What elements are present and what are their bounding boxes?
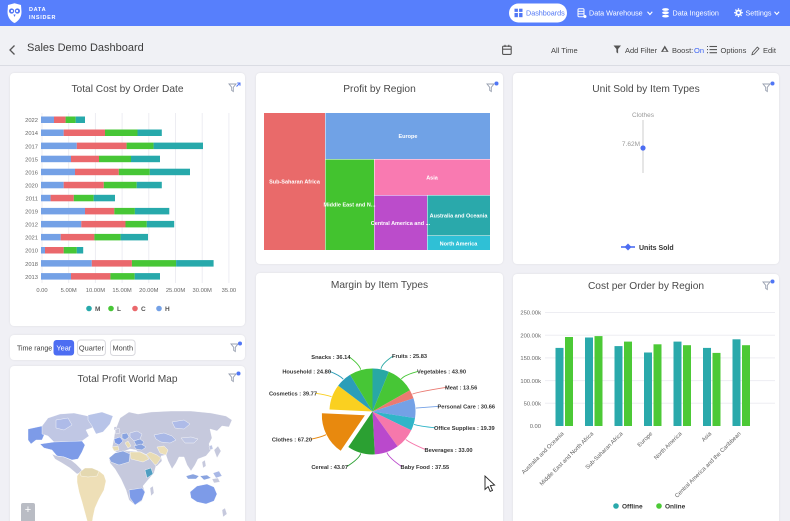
svg-text:2020: 2020	[25, 184, 38, 190]
svg-text:2013: 2013	[25, 275, 38, 281]
svg-text:Data Warehouse: Data Warehouse	[589, 9, 643, 18]
svg-text:Sales Demo Dashboard: Sales Demo Dashboard	[27, 42, 144, 54]
svg-text:250.00k: 250.00k	[520, 311, 541, 317]
svg-text:2016: 2016	[25, 170, 38, 176]
svg-text:100.00k: 100.00k	[520, 379, 541, 385]
svg-text:L: L	[117, 306, 121, 313]
svg-text:2019: 2019	[25, 210, 38, 216]
svg-text:Baby Food : 37.55: Baby Food : 37.55	[401, 465, 450, 471]
svg-text:2018: 2018	[25, 262, 38, 268]
svg-text:Asia: Asia	[426, 176, 439, 182]
svg-text:Data Ingestion: Data Ingestion	[673, 9, 719, 18]
svg-text:Year: Year	[56, 344, 71, 353]
svg-text:Online: Online	[665, 504, 686, 511]
svg-text:Dashboards: Dashboards	[526, 9, 565, 18]
svg-text:All Time: All Time	[551, 46, 578, 55]
svg-text:North America: North America	[440, 242, 479, 248]
svg-text:7.62M: 7.62M	[622, 141, 640, 148]
svg-text:50.00k: 50.00k	[524, 402, 542, 408]
svg-text:2011: 2011	[26, 197, 38, 203]
svg-text:2014: 2014	[25, 131, 39, 137]
svg-text:Offline: Offline	[622, 504, 643, 511]
svg-text:Cereal : 43.07: Cereal : 43.07	[311, 465, 348, 471]
svg-text:200.00k: 200.00k	[520, 333, 541, 339]
svg-text:Middle East and N...: Middle East and N...	[324, 203, 376, 209]
svg-text:INSIDER: INSIDER	[29, 15, 56, 21]
svg-text:Time range: Time range	[17, 346, 52, 353]
svg-text:Vegetables : 43.90: Vegetables : 43.90	[417, 370, 466, 376]
svg-text:Snacks : 36.14: Snacks : 36.14	[311, 355, 351, 361]
svg-text:Meat : 13.56: Meat : 13.56	[445, 386, 477, 392]
svg-text:Month: Month	[113, 344, 134, 353]
svg-text:2017: 2017	[25, 144, 38, 150]
svg-text:25.00M: 25.00M	[166, 288, 186, 294]
svg-text:M: M	[95, 306, 100, 313]
svg-text:On: On	[694, 46, 704, 55]
svg-text:15.00M: 15.00M	[112, 288, 132, 294]
svg-text:30.00M: 30.00M	[193, 288, 213, 294]
svg-text:H: H	[165, 306, 170, 313]
svg-text:5.00M: 5.00M	[61, 288, 77, 294]
svg-text:10.00M: 10.00M	[86, 288, 106, 294]
svg-text:Europe: Europe	[637, 431, 654, 448]
svg-text:Sub-Saharan Africa: Sub-Saharan Africa	[269, 180, 321, 186]
svg-text:Household : 24.80: Household : 24.80	[282, 370, 331, 376]
svg-text:Options: Options	[721, 46, 747, 55]
svg-text:Edit: Edit	[763, 46, 777, 55]
svg-text:Central America and the Caribb: Central America and the Caribbean	[674, 431, 742, 499]
svg-text:Beverages : 33.00: Beverages : 33.00	[425, 448, 473, 454]
svg-text:2021: 2021	[25, 236, 38, 242]
svg-text:Clothes : 67.20: Clothes : 67.20	[272, 438, 312, 444]
svg-text:C: C	[141, 306, 146, 313]
svg-text:20.00M: 20.00M	[139, 288, 159, 294]
svg-text:Clothes: Clothes	[632, 112, 655, 119]
svg-text:150.00k: 150.00k	[520, 356, 541, 362]
svg-text:0.00: 0.00	[36, 288, 47, 294]
svg-text:2022: 2022	[25, 118, 38, 124]
svg-text:North America: North America	[653, 431, 684, 462]
svg-text:Quarter: Quarter	[79, 344, 105, 353]
svg-text:DATA: DATA	[29, 7, 46, 13]
svg-text:35.00: 35.00	[222, 288, 237, 294]
svg-text:Central America and ...: Central America and ...	[371, 221, 431, 227]
svg-text:0.00: 0.00	[530, 424, 541, 430]
svg-text:Office Supplies : 19.39: Office Supplies : 19.39	[434, 426, 495, 432]
svg-text:2012: 2012	[25, 223, 38, 229]
svg-text:Europe: Europe	[399, 134, 418, 140]
svg-text:Cosmetics : 39.77: Cosmetics : 39.77	[269, 392, 317, 398]
svg-text:Asia: Asia	[701, 431, 714, 444]
svg-text:2015: 2015	[25, 157, 38, 163]
svg-text:Fruits : 25.83: Fruits : 25.83	[392, 354, 427, 360]
svg-text:Units Sold: Units Sold	[639, 245, 674, 252]
svg-text:Settings: Settings	[746, 9, 772, 18]
svg-text:Personal Care : 30.66: Personal Care : 30.66	[438, 405, 496, 411]
svg-text:Middle East and North Africa: Middle East and North Africa	[539, 431, 596, 488]
svg-text:Australia and Oceania: Australia and Oceania	[430, 214, 489, 220]
svg-text:Boost:: Boost:	[672, 46, 693, 55]
svg-text:Add Filter: Add Filter	[625, 46, 658, 55]
svg-text:2010: 2010	[25, 249, 38, 255]
